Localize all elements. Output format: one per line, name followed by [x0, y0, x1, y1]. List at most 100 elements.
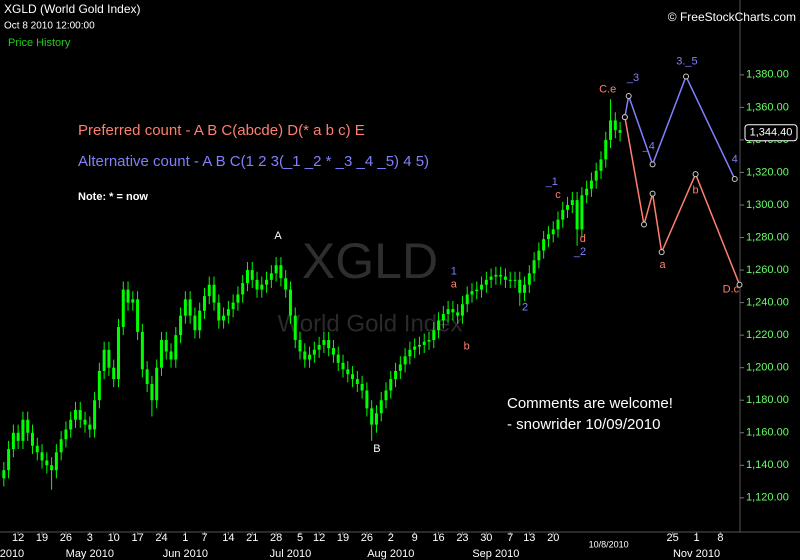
wave-label: b — [464, 340, 470, 352]
candle-body — [159, 340, 163, 368]
chart-subtitle: Oct 8 2010 12:00:00 — [4, 21, 95, 32]
candle-body — [570, 200, 574, 205]
candle-body — [346, 369, 350, 375]
candle-body — [317, 344, 321, 350]
wave-label: _2 — [573, 246, 586, 258]
source: © FreeStockCharts.com — [668, 10, 796, 24]
candle-body — [222, 315, 226, 321]
projection-point — [649, 161, 656, 168]
candle-body — [355, 379, 359, 384]
y-tick-label: 1,220.00 — [746, 329, 789, 341]
x-tick-label: 9 — [412, 532, 418, 544]
candle-body — [183, 299, 187, 316]
x-tick-label: 28 — [270, 532, 282, 544]
wave-label: d — [580, 233, 586, 245]
x-tick-label: 7 — [507, 532, 513, 544]
projection-point — [621, 114, 628, 121]
x-tick-label: 19 — [337, 532, 349, 544]
candle-body — [499, 274, 503, 277]
candle-body — [150, 383, 154, 401]
candle-body — [293, 315, 297, 341]
note: Alternative count - A B C(1 2 3(_1 _2 * … — [78, 153, 429, 170]
candle-body — [494, 274, 498, 277]
y-tick-label: 1,360.00 — [746, 101, 789, 113]
candle-body — [585, 188, 589, 196]
candle-body — [460, 304, 464, 316]
candle-body — [116, 327, 120, 380]
candle-body — [374, 413, 378, 425]
month-label: Jun 2010 — [163, 548, 208, 560]
candle-body — [470, 291, 474, 295]
candle-body — [465, 294, 469, 305]
candle-body — [107, 349, 111, 368]
candle-body — [69, 419, 73, 430]
x-tick-label: 2 — [388, 532, 394, 544]
candle-body — [35, 445, 39, 453]
projection-point — [640, 221, 647, 228]
candle-body — [50, 465, 54, 471]
x-tick-label: 16 — [432, 532, 444, 544]
candle-body — [126, 289, 130, 303]
x-tick-label: 5 — [297, 532, 303, 544]
candle-body — [64, 429, 68, 440]
candle-body — [389, 379, 393, 391]
candle-body — [2, 470, 6, 479]
candle-body — [322, 340, 326, 345]
candle-body — [503, 276, 507, 280]
note: - snowrider 10/09/2010 — [507, 416, 660, 433]
chart-title: XGLD (World Gold Index) — [4, 2, 141, 16]
projection-point — [692, 171, 699, 178]
candle-body — [83, 419, 87, 425]
last-price-box — [744, 124, 798, 142]
projection-point — [658, 249, 665, 256]
y-tick-label: 1,200.00 — [746, 362, 789, 374]
candle-body — [93, 400, 97, 430]
wave-label: 3._5 — [676, 56, 697, 68]
candle-body — [604, 139, 608, 160]
candle-body — [594, 170, 598, 181]
wave-label: c — [555, 189, 561, 201]
candle-body — [265, 279, 269, 285]
candle-body — [102, 349, 106, 371]
candle-body — [121, 289, 125, 328]
candle-body — [413, 346, 417, 350]
candle-body — [241, 283, 245, 295]
x-tick-label: 1 — [182, 532, 188, 544]
candle-body — [26, 419, 30, 433]
x-tick-label: 23 — [456, 532, 468, 544]
candle-body — [484, 279, 488, 285]
wave-label: 1 — [451, 266, 457, 278]
candle-body — [408, 349, 412, 357]
wave-label: a — [660, 259, 667, 271]
candle-body — [88, 424, 92, 430]
wave-label: a — [451, 279, 458, 291]
projection-point — [683, 73, 690, 80]
candle-body — [288, 289, 292, 316]
candle-body — [136, 299, 140, 332]
month-label: Nov 2010 — [673, 548, 720, 560]
last-price: 1,344.40 — [750, 127, 793, 139]
candle-body — [308, 354, 312, 360]
candle-body — [11, 432, 15, 450]
month-label: 2010 — [0, 548, 24, 560]
wave-label: b — [693, 184, 699, 196]
candle-body — [441, 313, 445, 321]
candle-body — [217, 302, 221, 321]
x-tick-label: 25 — [667, 532, 679, 544]
candle-body — [155, 367, 159, 401]
candle-body — [250, 270, 254, 280]
projection-point — [731, 175, 738, 182]
candle-body — [140, 331, 144, 370]
candle-body — [78, 409, 82, 420]
x-tick-label: 20 — [547, 532, 559, 544]
candle-body — [370, 408, 374, 425]
wave-label: C.e — [599, 83, 616, 95]
candle-body — [145, 369, 149, 384]
candle-body — [566, 204, 570, 210]
candle-body — [59, 439, 63, 453]
candle-body — [112, 367, 116, 380]
candle-body — [427, 340, 431, 342]
candle-body — [40, 452, 44, 461]
month-label: May 2010 — [66, 548, 114, 560]
